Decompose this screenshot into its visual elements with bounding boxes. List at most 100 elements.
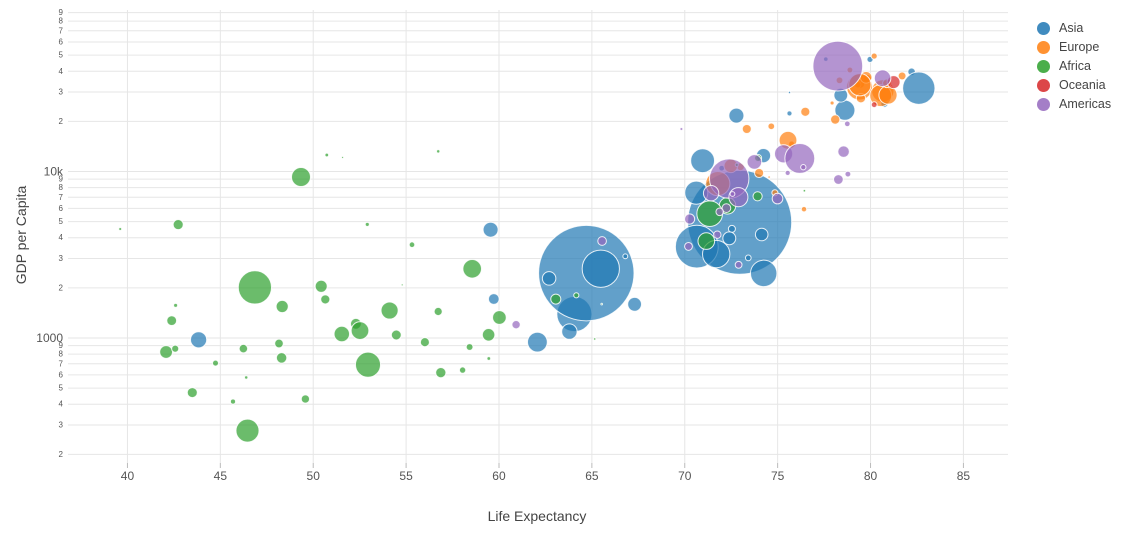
legend-item-americas[interactable]: Americas bbox=[1037, 95, 1111, 114]
bubble-el-salvador[interactable] bbox=[715, 207, 724, 217]
bubble-zambia[interactable] bbox=[166, 315, 178, 327]
bubble-slovak-republic[interactable] bbox=[767, 122, 776, 131]
bubble-haiti[interactable] bbox=[511, 320, 521, 330]
bubble-mali[interactable] bbox=[390, 329, 402, 341]
bubble-liberia[interactable] bbox=[229, 398, 237, 405]
bubble-afghanistan[interactable] bbox=[190, 331, 208, 349]
bubble-zimbabwe[interactable] bbox=[186, 387, 198, 399]
bubble-equatorial-guinea[interactable] bbox=[341, 155, 345, 159]
bubble-saudi-arabia[interactable] bbox=[728, 107, 745, 124]
bubble-yemen-rep[interactable] bbox=[541, 271, 557, 286]
bubble-ghana[interactable] bbox=[492, 310, 507, 325]
legend-item-asia[interactable]: Asia bbox=[1037, 19, 1111, 38]
bubble-kenya[interactable] bbox=[380, 301, 399, 320]
bubble-pakistan[interactable] bbox=[581, 249, 620, 288]
bubble-madagascar[interactable] bbox=[481, 328, 496, 342]
bubble-sao-tome-and-principe[interactable] bbox=[600, 302, 604, 306]
bubble-chad[interactable] bbox=[320, 294, 331, 305]
bubble-jamaica[interactable] bbox=[729, 191, 736, 197]
bubble-puerto-rico[interactable] bbox=[843, 120, 851, 128]
bubble-colombia[interactable] bbox=[728, 187, 749, 208]
bubble-cuba[interactable] bbox=[833, 174, 844, 185]
bubble-djibouti[interactable] bbox=[400, 283, 404, 287]
bubble-togo[interactable] bbox=[465, 343, 474, 351]
bubble-lesotho[interactable] bbox=[173, 302, 179, 308]
bubble-bolivia[interactable] bbox=[597, 236, 607, 246]
bubble-costa-rica[interactable] bbox=[844, 170, 852, 178]
bubble-mauritania[interactable] bbox=[573, 292, 580, 299]
bubble-montenegro[interactable] bbox=[767, 175, 771, 179]
bubble-rwanda[interactable] bbox=[238, 343, 249, 354]
bubble-comoros[interactable] bbox=[592, 337, 597, 341]
bubble-burundi[interactable] bbox=[300, 394, 311, 404]
bubble-norway[interactable] bbox=[870, 52, 878, 60]
bubble-sudan[interactable] bbox=[462, 258, 483, 279]
bubble-cameroon[interactable] bbox=[314, 279, 328, 293]
bubble-central-african-republic[interactable] bbox=[212, 359, 219, 367]
bubble-niger[interactable] bbox=[435, 366, 447, 379]
bubble-malawi[interactable] bbox=[275, 352, 288, 364]
bubble-bahrain[interactable] bbox=[787, 90, 792, 95]
bubble-canada[interactable] bbox=[873, 69, 892, 87]
bubble-mexico[interactable] bbox=[784, 142, 816, 174]
bubble-guinea-bissau[interactable] bbox=[243, 375, 249, 380]
legend-item-africa[interactable]: Africa bbox=[1037, 57, 1111, 76]
bubble-namibia[interactable] bbox=[364, 221, 370, 227]
bubble-tanzania[interactable] bbox=[350, 321, 370, 340]
bubble-hungary[interactable] bbox=[741, 123, 752, 135]
bubble-congo-dem-rep[interactable] bbox=[235, 418, 260, 443]
bubble-angola[interactable] bbox=[172, 219, 184, 231]
bubble-czech-republic[interactable] bbox=[800, 106, 811, 117]
bubble-mozambique[interactable] bbox=[159, 345, 174, 359]
bubble-korea-dem-rep[interactable] bbox=[627, 296, 643, 312]
bubble-united-states[interactable] bbox=[812, 40, 864, 92]
bubble-nepal[interactable] bbox=[561, 323, 578, 340]
bubble-venezuela[interactable] bbox=[746, 154, 763, 170]
bubble-myanmar[interactable] bbox=[527, 331, 548, 353]
bubble-japan[interactable] bbox=[902, 71, 936, 105]
bubble-syria[interactable] bbox=[754, 227, 769, 242]
bubble-portugal[interactable] bbox=[830, 114, 841, 125]
bubble-vietnam[interactable] bbox=[749, 259, 778, 288]
bubble-reunion[interactable] bbox=[802, 188, 807, 193]
bubble-chile[interactable] bbox=[837, 145, 850, 158]
bubble-west-bank-and-gaza[interactable] bbox=[744, 254, 752, 262]
bubble-paraguay[interactable] bbox=[713, 230, 722, 239]
bubble-nicaragua[interactable] bbox=[734, 260, 743, 269]
bubble-slovenia[interactable] bbox=[829, 100, 835, 106]
bubble-swaziland[interactable] bbox=[118, 226, 123, 232]
bubble-new-zealand[interactable] bbox=[870, 101, 878, 109]
legend-item-europe[interactable]: Europe bbox=[1037, 38, 1111, 57]
bubble-switzerland[interactable] bbox=[897, 71, 907, 81]
bubble-uruguay[interactable] bbox=[800, 164, 807, 171]
bubble-gambia[interactable] bbox=[486, 356, 492, 361]
bubble-cambodia[interactable] bbox=[487, 293, 500, 305]
bubble-eritrea[interactable] bbox=[458, 366, 467, 374]
bubble-senegal[interactable] bbox=[550, 293, 562, 305]
bubble-somalia[interactable] bbox=[274, 338, 284, 349]
bubble-guinea[interactable] bbox=[419, 337, 430, 348]
bubble-albania[interactable] bbox=[800, 205, 808, 213]
bubble-dominican-republic[interactable] bbox=[721, 203, 732, 213]
bubble-botswana[interactable] bbox=[324, 152, 330, 158]
bubble-benin[interactable] bbox=[433, 306, 443, 317]
bubble-ethiopia[interactable] bbox=[354, 351, 382, 378]
bubble-ecuador[interactable] bbox=[771, 192, 784, 205]
bubble-serbia[interactable] bbox=[754, 167, 765, 179]
bubble-honduras[interactable] bbox=[684, 241, 693, 251]
bubble-morocco[interactable] bbox=[697, 232, 716, 250]
bubble-guatemala[interactable] bbox=[684, 213, 696, 225]
bubble-mongolia[interactable] bbox=[622, 253, 629, 260]
bubble-sri-lanka[interactable] bbox=[722, 231, 737, 246]
bubble-gabon[interactable] bbox=[435, 149, 441, 154]
bubble-iraq[interactable] bbox=[482, 221, 499, 238]
bubble-uganda[interactable] bbox=[333, 325, 351, 343]
bubble-cote-d-ivoire[interactable] bbox=[275, 299, 289, 314]
bubble-sierra-leone[interactable] bbox=[171, 344, 180, 353]
bubble-trinidad-and-tobago[interactable] bbox=[679, 127, 684, 131]
bubble-nigeria[interactable] bbox=[237, 270, 273, 305]
bubble-iran[interactable] bbox=[690, 148, 716, 174]
bubble-oman[interactable] bbox=[786, 110, 793, 117]
legend-item-oceania[interactable]: Oceania bbox=[1037, 76, 1111, 95]
bubble-south-africa[interactable] bbox=[291, 167, 311, 187]
